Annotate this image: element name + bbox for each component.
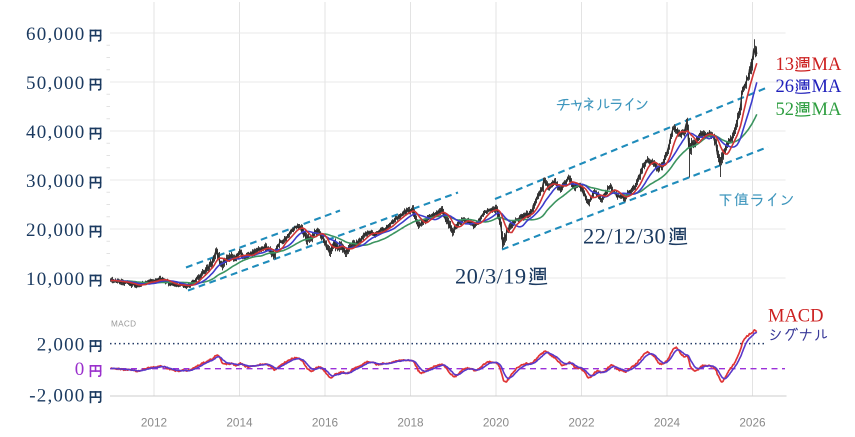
svg-text:MACD: MACD	[768, 307, 824, 327]
svg-text:MA: MA	[812, 100, 842, 120]
svg-text:2012: 2012	[141, 416, 167, 430]
svg-text:MA: MA	[812, 55, 842, 75]
svg-text:20,000: 20,000	[26, 220, 85, 241]
svg-text:50,000: 50,000	[26, 73, 85, 94]
svg-text:40,000: 40,000	[26, 122, 85, 143]
svg-text:20/3/19: 20/3/19	[455, 264, 527, 289]
svg-text:22/12/30: 22/12/30	[583, 224, 666, 249]
svg-text:MA: MA	[812, 77, 842, 97]
svg-text:2018: 2018	[397, 416, 424, 430]
svg-text:10,000: 10,000	[26, 269, 85, 290]
svg-text:2026: 2026	[739, 416, 766, 430]
svg-text:2014: 2014	[226, 416, 253, 430]
svg-text:2016: 2016	[312, 416, 339, 430]
svg-text:26: 26	[776, 77, 795, 97]
svg-text:2020: 2020	[483, 416, 510, 430]
svg-text:MACD: MACD	[111, 320, 136, 329]
svg-text:60,000: 60,000	[26, 24, 85, 45]
svg-text:52: 52	[776, 100, 795, 120]
svg-text:30,000: 30,000	[26, 171, 85, 192]
svg-text:-2,000: -2,000	[29, 385, 85, 406]
svg-text:2,000: 2,000	[37, 334, 86, 355]
svg-text:13: 13	[776, 55, 795, 75]
svg-text:2022: 2022	[568, 416, 594, 430]
svg-text:0: 0	[75, 359, 86, 380]
svg-text:2024: 2024	[654, 416, 681, 430]
